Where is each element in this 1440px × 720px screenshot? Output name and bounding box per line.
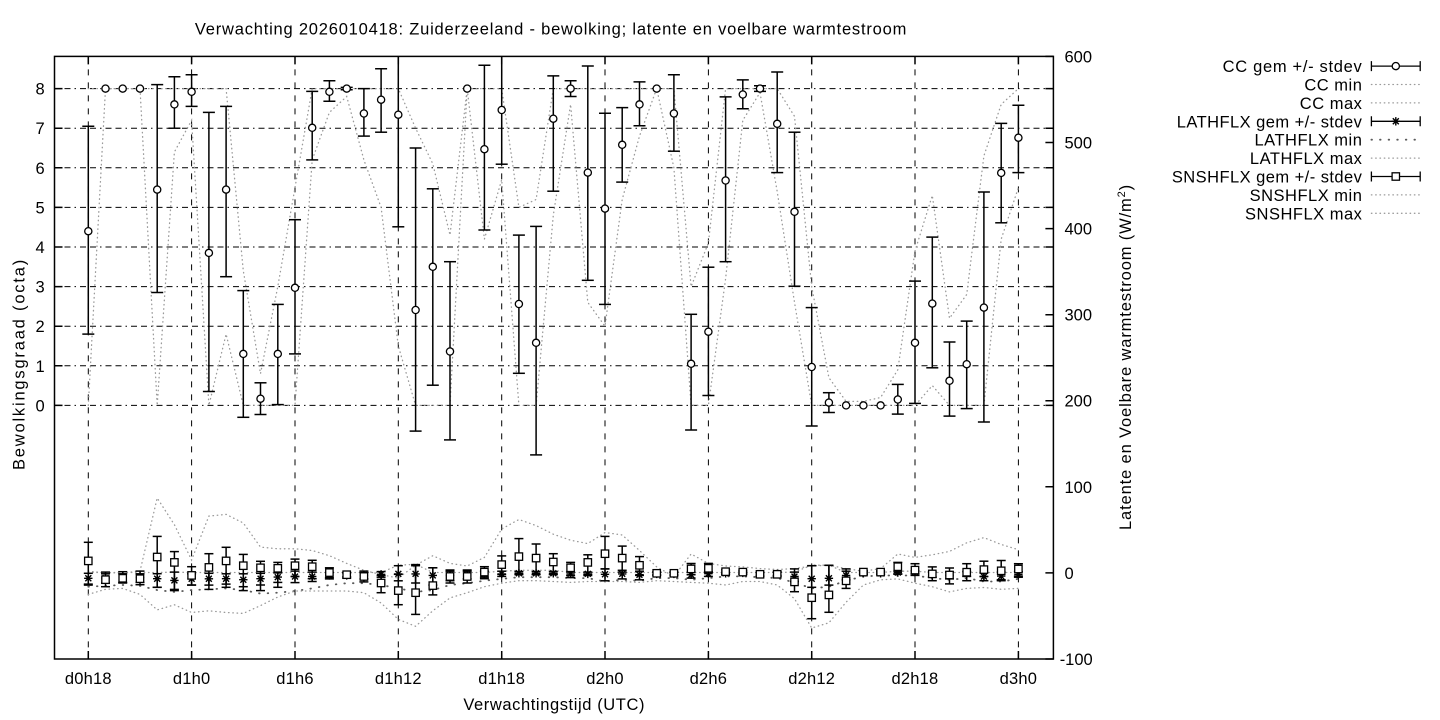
svg-text:400: 400: [1065, 221, 1093, 239]
svg-text:7: 7: [36, 120, 45, 138]
svg-text:d2h18: d2h18: [892, 670, 939, 688]
svg-text:LATHFLX min: LATHFLX min: [1255, 132, 1363, 150]
svg-text:CC gem +/- stdev: CC gem +/- stdev: [1223, 58, 1363, 76]
svg-text:5: 5: [36, 199, 45, 217]
svg-text:SNSHFLX min: SNSHFLX min: [1250, 187, 1363, 205]
svg-text:d1h12: d1h12: [375, 670, 422, 688]
svg-text:CC min: CC min: [1304, 77, 1362, 95]
svg-text:d2h6: d2h6: [690, 670, 728, 688]
svg-text:d3h0: d3h0: [1000, 670, 1038, 688]
svg-text:200: 200: [1065, 393, 1093, 411]
svg-text:Verwachting 2026010418: Zuider: Verwachting 2026010418: Zuiderzeeland - …: [195, 20, 907, 38]
svg-text:3: 3: [36, 279, 45, 297]
svg-text:d0h18: d0h18: [65, 670, 112, 688]
svg-text:LATHFLX max: LATHFLX max: [1250, 150, 1363, 168]
svg-text:-100: -100: [1060, 651, 1093, 669]
svg-text:300: 300: [1065, 307, 1093, 325]
svg-text:d2h0: d2h0: [586, 670, 624, 688]
svg-text:d1h6: d1h6: [276, 670, 314, 688]
svg-text:0: 0: [1065, 565, 1074, 583]
svg-text:4: 4: [36, 239, 45, 257]
svg-text:SNSHFLX gem +/- stdev: SNSHFLX gem +/- stdev: [1172, 169, 1363, 187]
svg-text:Latente en Voelbare warmtestro: Latente en Voelbare warmtestroom (W/m2): [1116, 184, 1135, 530]
svg-text:d1h18: d1h18: [478, 670, 525, 688]
svg-text:CC max: CC max: [1300, 95, 1363, 113]
svg-text:Bewolkingsgraad (octa): Bewolkingsgraad (octa): [11, 258, 29, 470]
svg-text:500: 500: [1065, 135, 1093, 153]
svg-text:LATHFLX gem +/- stdev: LATHFLX gem +/- stdev: [1177, 113, 1363, 131]
svg-text:0: 0: [36, 397, 45, 415]
svg-text:8: 8: [36, 81, 45, 99]
svg-text:1: 1: [36, 358, 45, 376]
svg-text:6: 6: [36, 160, 45, 178]
svg-text:600: 600: [1065, 48, 1093, 66]
svg-text:d2h12: d2h12: [788, 670, 835, 688]
svg-text:100: 100: [1065, 479, 1093, 497]
svg-text:d1h0: d1h0: [173, 670, 211, 688]
svg-text:Verwachtingstijd (UTC): Verwachtingstijd (UTC): [463, 696, 645, 714]
svg-text:SNSHFLX max: SNSHFLX max: [1245, 205, 1363, 223]
svg-text:2: 2: [36, 318, 45, 336]
